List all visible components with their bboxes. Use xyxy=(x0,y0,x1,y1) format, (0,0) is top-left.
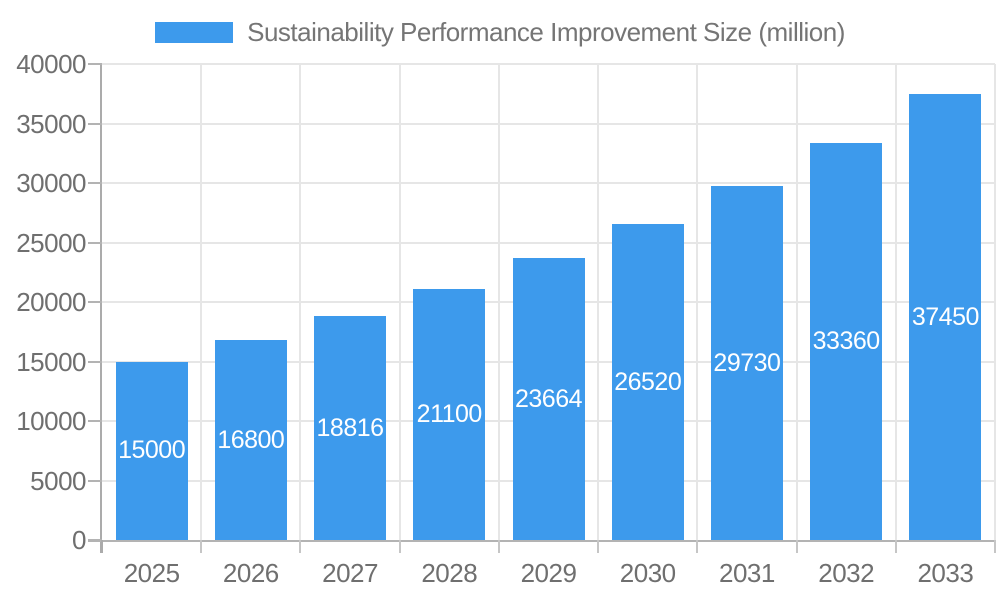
bar-value-label: 37450 xyxy=(911,302,980,331)
x-tick-mark xyxy=(101,540,103,553)
bar-2029[interactable]: 23664 xyxy=(512,258,585,540)
y-tick-label: 40000 xyxy=(16,49,86,79)
y-tick-mark xyxy=(88,63,102,65)
x-axis-line xyxy=(88,540,995,542)
h-gridline xyxy=(102,122,995,125)
bar-2030[interactable]: 26520 xyxy=(611,224,684,540)
bar-value-label: 21100 xyxy=(416,399,483,428)
y-tick-label: 5000 xyxy=(30,465,86,496)
y-tick-label: 30000 xyxy=(16,168,86,198)
chart-legend[interactable]: Sustainability Performance Improvement S… xyxy=(0,14,1000,50)
y-axis-labels: 0 5000 10000 15000 20000 25000 30000 35000 40000 xyxy=(0,51,86,553)
x-tick-label: 2029 xyxy=(520,558,577,588)
x-tick-label: 2030 xyxy=(619,558,676,588)
x-tick-label: 2025 xyxy=(123,558,180,588)
y-tick-label: 15000 xyxy=(16,346,86,377)
x-tick-mark xyxy=(994,540,996,553)
y-tick-mark xyxy=(88,539,102,541)
x-tick-mark xyxy=(398,540,401,553)
y-axis-line xyxy=(100,64,102,553)
x-tick-label: 2031 xyxy=(719,558,775,588)
legend-label: Sustainability Performance Improvement S… xyxy=(247,16,845,47)
x-tick-label: 2026 xyxy=(222,558,279,588)
x-tick-mark xyxy=(894,540,897,553)
x-tick-mark xyxy=(497,540,500,553)
x-tick-label: 2033 xyxy=(917,558,974,588)
y-tick-mark xyxy=(88,301,102,303)
bar-2027[interactable]: 18816 xyxy=(314,316,387,540)
y-tick-mark xyxy=(88,479,102,482)
x-tick-label: 2028 xyxy=(421,558,478,588)
x-tick-mark xyxy=(597,540,600,553)
y-tick-mark xyxy=(88,241,102,244)
v-gridline xyxy=(894,64,897,540)
y-tick-label: 25000 xyxy=(16,227,86,258)
y-tick-label: 20000 xyxy=(16,287,86,317)
x-tick-mark xyxy=(200,540,203,553)
plot-area: 15000 16800 18816 21100 23664 26520 29730 33360… xyxy=(88,63,996,553)
bar-value-label: 26520 xyxy=(614,367,682,396)
v-gridline xyxy=(696,64,699,540)
v-gridline xyxy=(795,64,798,540)
y-tick-label: 0 xyxy=(72,525,86,555)
y-tick-label: 10000 xyxy=(16,406,86,436)
v-gridline xyxy=(597,64,600,540)
bar-value-label: 33360 xyxy=(812,327,881,356)
bar-2028[interactable]: 21100 xyxy=(413,288,486,540)
bar-value-label: 15000 xyxy=(118,436,186,465)
bar-value-label: 16800 xyxy=(217,425,285,454)
y-tick-mark xyxy=(88,420,102,422)
bar-value-label: 18816 xyxy=(316,413,385,442)
x-tick-mark xyxy=(795,540,798,553)
bar-2025[interactable]: 15000 xyxy=(115,361,188,540)
x-tick-mark xyxy=(299,540,302,553)
x-tick-mark xyxy=(696,540,699,553)
y-tick-mark xyxy=(88,360,102,363)
v-gridline xyxy=(994,64,996,540)
h-gridline xyxy=(102,182,995,184)
legend-swatch-icon xyxy=(155,21,234,43)
v-gridline xyxy=(299,64,302,540)
h-gridline xyxy=(102,63,995,65)
bar-2032[interactable]: 33360 xyxy=(810,143,883,540)
bar-2026[interactable]: 16800 xyxy=(214,340,287,540)
bar-2031[interactable]: 29730 xyxy=(710,186,783,540)
x-tick-label: 2027 xyxy=(322,558,378,588)
v-gridline xyxy=(497,64,500,540)
y-tick-mark xyxy=(88,182,102,184)
v-gridline xyxy=(398,64,401,540)
h-gridline xyxy=(102,241,995,244)
x-axis-labels: 2025 2026 2027 2028 2029 2030 2031 2032 2033 xyxy=(102,554,995,594)
bar-2033[interactable]: 37450 xyxy=(909,94,982,540)
v-gridline xyxy=(200,64,203,540)
y-tick-label: 35000 xyxy=(16,108,86,139)
bar-value-label: 23664 xyxy=(514,384,583,413)
x-tick-label: 2032 xyxy=(818,558,875,588)
y-tick-mark xyxy=(88,122,102,125)
bar-value-label: 29730 xyxy=(713,348,781,377)
